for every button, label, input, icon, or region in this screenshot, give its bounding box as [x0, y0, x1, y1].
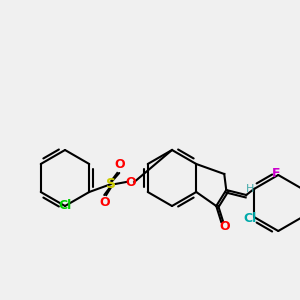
- Text: Cl: Cl: [243, 212, 256, 225]
- Text: O: O: [219, 220, 230, 233]
- Text: H: H: [246, 184, 254, 194]
- Text: O: O: [114, 158, 124, 172]
- Text: F: F: [272, 167, 281, 180]
- Text: O: O: [125, 176, 136, 188]
- Text: Cl: Cl: [58, 199, 72, 212]
- Text: O: O: [99, 196, 110, 209]
- Text: S: S: [106, 177, 116, 191]
